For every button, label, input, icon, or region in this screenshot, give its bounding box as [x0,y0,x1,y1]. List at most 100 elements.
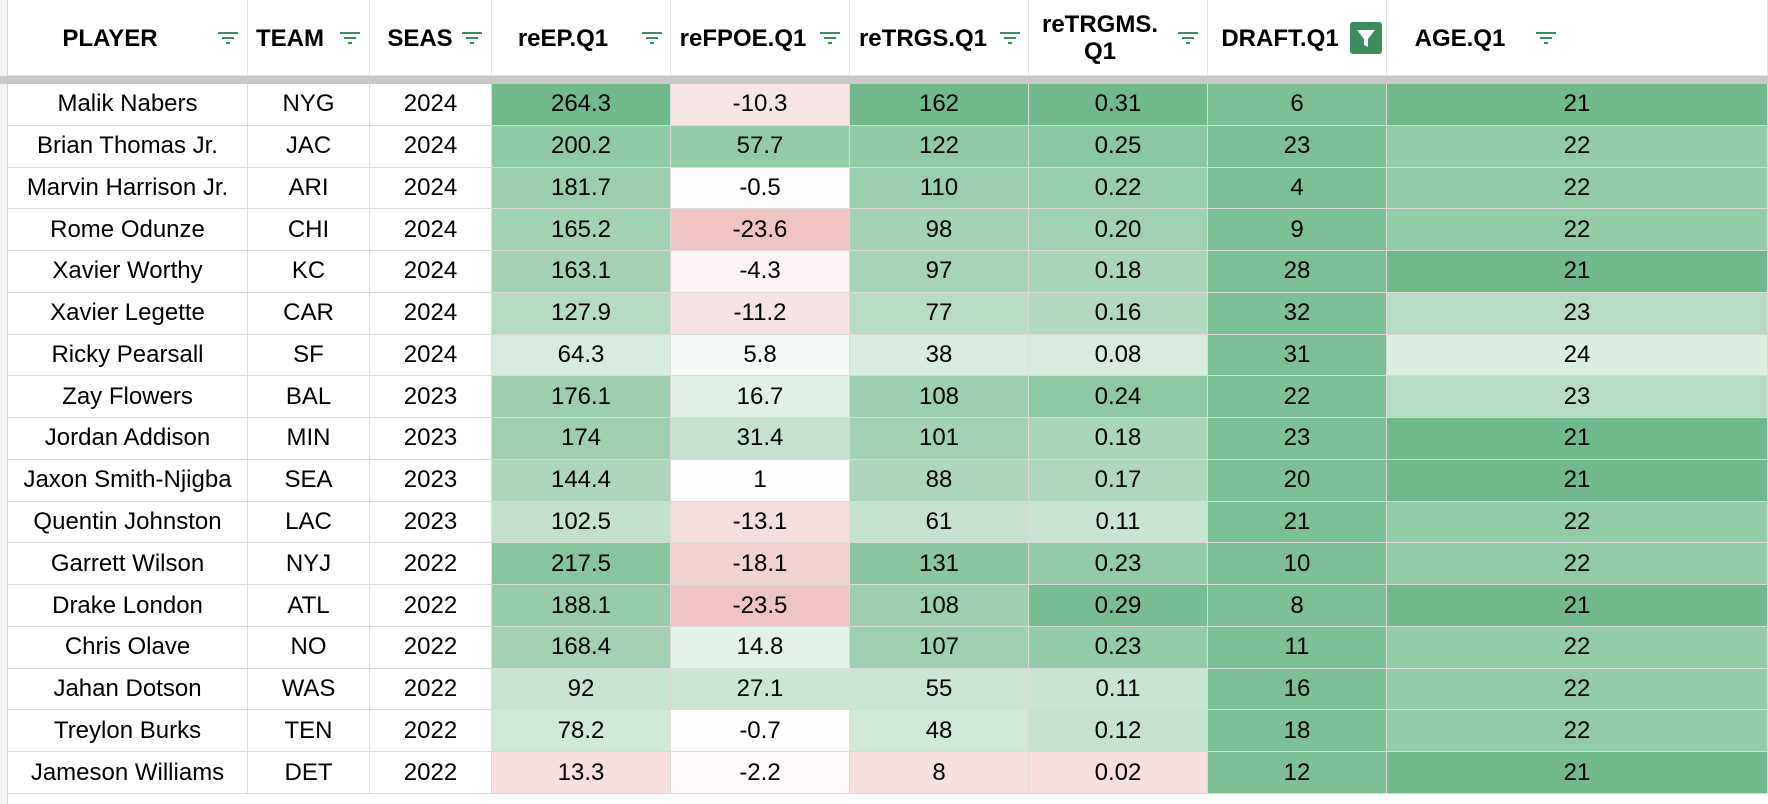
cell-team[interactable]: ARI [248,167,370,210]
cell-refpoe[interactable]: 16.7 [671,376,850,419]
cell-draft[interactable]: 8 [1208,585,1387,627]
column-header-seas[interactable]: SEAS [370,0,492,76]
column-header-refpoe[interactable]: reFPOE.Q1 [671,0,850,76]
filter-lines-icon[interactable] [998,26,1022,50]
cell-reep[interactable]: 92 [492,668,671,711]
cell-retrgs[interactable]: 108 [850,585,1029,627]
filter-lines-icon[interactable] [1176,26,1200,50]
cell-retrgms[interactable]: 0.17 [1029,459,1208,502]
cell-draft[interactable]: 12 [1208,752,1387,794]
cell-age[interactable]: 22 [1387,501,1768,544]
cell-player[interactable]: Brian Thomas Jr. [8,125,248,168]
cell-seas[interactable]: 2022 [370,626,492,669]
cell-seas[interactable]: 2024 [370,209,492,252]
cell-retrgs[interactable]: 108 [850,376,1029,419]
cell-retrgms[interactable]: 0.18 [1029,251,1208,293]
cell-draft[interactable]: 9 [1208,209,1387,252]
cell-age[interactable]: 21 [1387,251,1768,293]
cell-player[interactable]: Jaxon Smith-Njigba [8,459,248,502]
cell-team[interactable]: NYJ [248,543,370,586]
cell-retrgs[interactable]: 97 [850,251,1029,293]
cell-retrgms[interactable]: 0.23 [1029,543,1208,586]
cell-player[interactable]: Quentin Johnston [8,501,248,544]
cell-seas[interactable]: 2024 [370,125,492,168]
cell-player[interactable]: Marvin Harrison Jr. [8,167,248,210]
cell-draft[interactable]: 6 [1208,84,1387,126]
cell-player[interactable]: Garrett Wilson [8,543,248,586]
cell-team[interactable]: JAC [248,125,370,168]
cell-retrgms[interactable]: 0.11 [1029,668,1208,711]
column-header-player[interactable]: PLAYER [8,0,248,76]
cell-team[interactable]: KC [248,251,370,293]
cell-retrgs[interactable]: 8 [850,752,1029,794]
column-header-team[interactable]: TEAM [248,0,370,76]
cell-refpoe[interactable]: 27.1 [671,668,850,711]
cell-draft[interactable]: 18 [1208,710,1387,753]
cell-age[interactable]: 22 [1387,125,1768,168]
cell-player[interactable]: Rome Odunze [8,209,248,252]
cell-seas[interactable]: 2022 [370,543,492,586]
cell-retrgs[interactable]: 98 [850,209,1029,252]
cell-refpoe[interactable]: -23.6 [671,209,850,252]
cell-age[interactable]: 22 [1387,626,1768,669]
cell-draft[interactable]: 11 [1208,626,1387,669]
cell-player[interactable]: Chris Olave [8,626,248,669]
cell-retrgs[interactable]: 107 [850,626,1029,669]
cell-retrgms[interactable]: 0.23 [1029,626,1208,669]
cell-seas[interactable]: 2024 [370,251,492,293]
cell-team[interactable]: BAL [248,376,370,419]
cell-age[interactable]: 22 [1387,543,1768,586]
cell-reep[interactable]: 165.2 [492,209,671,252]
cell-player[interactable]: Jameson Williams [8,752,248,794]
cell-reep[interactable]: 188.1 [492,585,671,627]
column-header-retrgs[interactable]: reTRGS.Q1 [850,0,1029,76]
cell-seas[interactable]: 2022 [370,710,492,753]
cell-player[interactable]: Drake London [8,585,248,627]
cell-reep[interactable]: 217.5 [492,543,671,586]
frozen-row-divider[interactable] [0,76,1768,84]
cell-refpoe[interactable]: 57.7 [671,125,850,168]
cell-reep[interactable]: 168.4 [492,626,671,669]
cell-retrgs[interactable]: 162 [850,84,1029,126]
cell-age[interactable]: 21 [1387,459,1768,502]
cell-draft[interactable]: 31 [1208,334,1387,377]
cell-team[interactable]: LAC [248,501,370,544]
cell-retrgs[interactable]: 101 [850,418,1029,460]
cell-refpoe[interactable]: 5.8 [671,334,850,377]
cell-draft[interactable]: 22 [1208,376,1387,419]
cell-retrgms[interactable]: 0.24 [1029,376,1208,419]
cell-reep[interactable]: 163.1 [492,251,671,293]
cell-retrgs[interactable]: 122 [850,125,1029,168]
cell-retrgms[interactable]: 0.08 [1029,334,1208,377]
cell-seas[interactable]: 2023 [370,459,492,502]
cell-seas[interactable]: 2022 [370,752,492,794]
cell-retrgms[interactable]: 0.16 [1029,292,1208,335]
cell-refpoe[interactable]: 14.8 [671,626,850,669]
cell-team[interactable]: ATL [248,585,370,627]
filter-funnel-active-icon[interactable] [1350,22,1382,54]
column-header-age[interactable]: AGE.Q1 [1387,0,1768,76]
cell-player[interactable]: Jahan Dotson [8,668,248,711]
cell-draft[interactable]: 16 [1208,668,1387,711]
cell-refpoe[interactable]: -11.2 [671,292,850,335]
cell-reep[interactable]: 102.5 [492,501,671,544]
cell-team[interactable]: WAS [248,668,370,711]
cell-age[interactable]: 22 [1387,167,1768,210]
cell-draft[interactable]: 21 [1208,501,1387,544]
cell-reep[interactable]: 144.4 [492,459,671,502]
cell-player[interactable]: Ricky Pearsall [8,334,248,377]
cell-age[interactable]: 21 [1387,418,1768,460]
column-header-draft[interactable]: DRAFT.Q1 [1208,0,1387,76]
cell-age[interactable]: 21 [1387,752,1768,794]
cell-age[interactable]: 24 [1387,334,1768,377]
cell-player[interactable]: Malik Nabers [8,84,248,126]
row-header-strip[interactable] [0,0,8,804]
cell-seas[interactable]: 2024 [370,334,492,377]
cell-age[interactable]: 21 [1387,84,1768,126]
cell-seas[interactable]: 2023 [370,376,492,419]
cell-refpoe[interactable]: -0.7 [671,710,850,753]
cell-player[interactable]: Zay Flowers [8,376,248,419]
cell-draft[interactable]: 32 [1208,292,1387,335]
cell-retrgms[interactable]: 0.12 [1029,710,1208,753]
cell-retrgs[interactable]: 110 [850,167,1029,210]
